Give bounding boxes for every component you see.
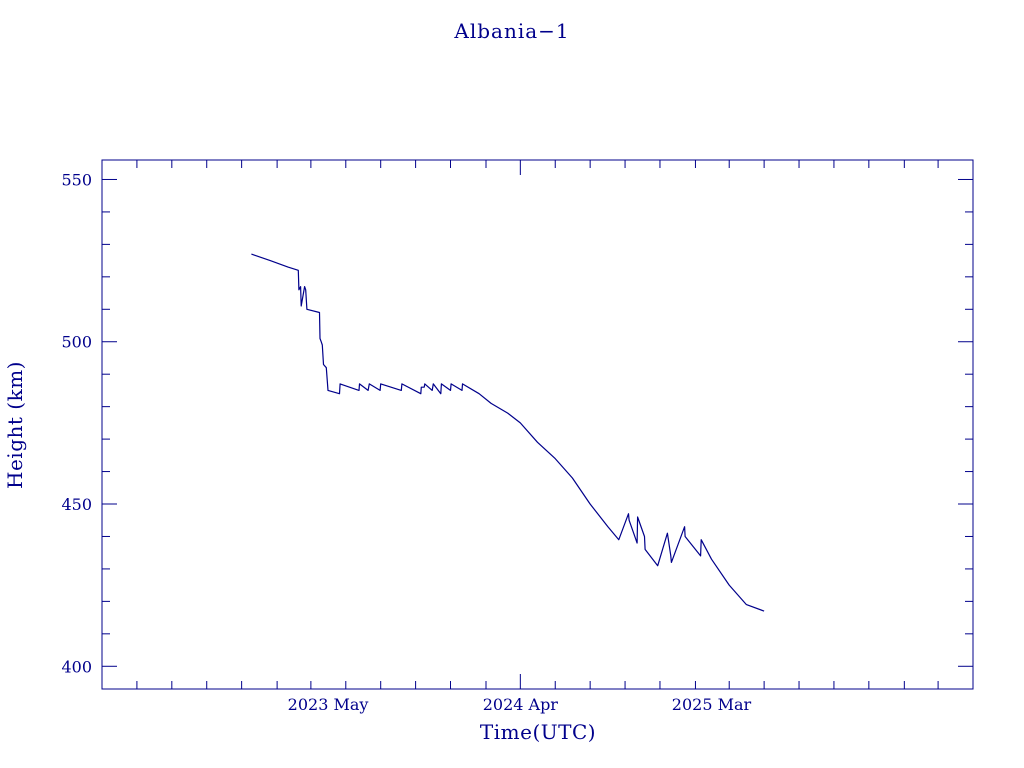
y-axis-label: Height (km) bbox=[3, 361, 27, 489]
chart-title: Albania−1 bbox=[453, 19, 569, 43]
series-line-height bbox=[251, 253, 765, 612]
x-tick-label: 2023 May bbox=[288, 695, 369, 714]
y-tick-label: 400 bbox=[61, 657, 92, 676]
y-axis-ticks bbox=[102, 178, 973, 667]
plot-area bbox=[101, 159, 974, 690]
x-axis-tick-labels: 2023 May 2024 Apr 2025 Mar bbox=[288, 695, 752, 714]
y-tick-label: 450 bbox=[61, 495, 92, 514]
x-tick-label: 2024 Apr bbox=[483, 695, 559, 714]
y-tick-label: 550 bbox=[61, 170, 92, 189]
x-axis-label: Time(UTC) bbox=[480, 720, 596, 744]
x-axis-ticks bbox=[136, 160, 939, 689]
x-tick-label: 2025 Mar bbox=[672, 695, 752, 714]
y-axis-tick-labels: 400 450 500 550 bbox=[61, 170, 92, 676]
y-tick-label: 500 bbox=[61, 333, 92, 352]
